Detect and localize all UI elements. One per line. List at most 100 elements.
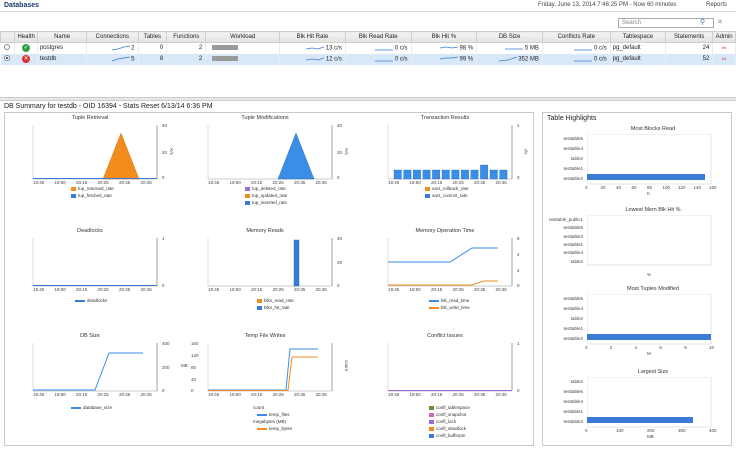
col-connections[interactable]: Connections	[86, 31, 139, 43]
blk-hit-rate-cell: 12 c/s	[279, 53, 346, 65]
chart-title-transaction-results: Transaction Results	[420, 115, 470, 121]
bar-testtable3	[587, 174, 705, 180]
col-functions[interactable]: Functions	[166, 31, 207, 43]
y-tick: 0	[517, 283, 520, 288]
x-tick: 19:50	[409, 180, 421, 185]
top-bar: Databases Friday, June 13, 2014 7:46:25 …	[0, 0, 736, 12]
x-tick: 120	[678, 185, 686, 190]
tablespace-cell: pg_default	[610, 42, 667, 54]
commit-bar	[403, 169, 412, 180]
y-tick: 0	[162, 283, 165, 288]
blk-read-sparkline	[375, 60, 394, 62]
x-tick: 20:25	[97, 287, 109, 292]
x-tick: 6	[659, 345, 662, 350]
y-tick: 400	[162, 341, 170, 346]
x-tick: 20:45	[495, 287, 507, 292]
legend-item: blk_read_time	[429, 298, 469, 303]
legend-item: xact_commit_rate	[425, 193, 468, 198]
chart-db-size	[32, 343, 158, 392]
y-tick: 0	[337, 283, 340, 288]
conflicts-rate-cell: 0 c/s	[542, 53, 611, 65]
col-conflicts-rate[interactable]: Conflicts Rate	[541, 31, 611, 43]
col-tables[interactable]: Tables	[137, 31, 168, 43]
col-admin[interactable]: Admin	[712, 31, 736, 43]
row-radio[interactable]	[0, 42, 16, 54]
col-db-size[interactable]: DB Size	[476, 31, 543, 43]
table-row[interactable]: ✕ testdb 5 8 2 12 c/s 0 c/s 99 % 352 MB …	[0, 53, 736, 65]
x-tick: 200	[647, 428, 655, 433]
most-tuples-plot	[587, 294, 712, 345]
col-name[interactable]: Name	[36, 31, 88, 43]
legend-item: tup_deleted_rate	[245, 186, 286, 191]
search-input[interactable]: Search	[618, 18, 714, 28]
blk-hit-pct-sparkline	[439, 46, 458, 49]
largest-size-plot	[587, 377, 712, 428]
x-axis-label: M	[647, 351, 651, 356]
row-label: testtable4	[563, 250, 583, 256]
time-range-selector[interactable]: Friday, June 13, 2014 7:46:25 PM - Now 6…	[538, 2, 677, 8]
legend-item: database_size	[71, 405, 112, 410]
x-tick: 19:50	[229, 287, 241, 292]
legend-item: deadlocks	[75, 298, 107, 303]
col-statements[interactable]: Statements	[665, 31, 714, 43]
x-tick: 20:25	[452, 392, 464, 397]
chart-title-most-blocks: Most Blocks Read	[630, 126, 676, 132]
col-health[interactable]: Health	[14, 31, 38, 43]
y-tick: 1	[517, 341, 520, 346]
temp-bytes-line	[208, 356, 318, 391]
commit-bar	[393, 169, 402, 180]
row-label: testtable4	[563, 399, 583, 404]
legend-item: blks_read_rate	[257, 298, 294, 303]
search-icon[interactable]: ⚲	[700, 19, 706, 26]
blk-hit-sparkline	[306, 57, 325, 61]
commit-bar	[451, 169, 460, 180]
legend-item: tup_fetched_rate	[71, 193, 112, 198]
blk-hit-pct-sparkline	[439, 56, 458, 60]
reports-button[interactable]: Reports	[706, 2, 728, 8]
x-tick: 20:35	[119, 392, 131, 397]
col-blk-read-rate[interactable]: Blk Read Rate	[344, 31, 412, 43]
y-tick: 160	[191, 341, 199, 346]
legend-item: confl_bufferpin	[429, 433, 465, 438]
row-label: table2	[570, 156, 583, 161]
admin-tools-icon[interactable]: ✂	[712, 42, 736, 54]
col-blk-hit-rate[interactable]: Blk Hit Rate	[279, 31, 346, 43]
x-tick: 2	[609, 345, 613, 350]
col-blk-hit-pct[interactable]: Blk Hit %	[410, 31, 478, 43]
clear-search-icon[interactable]: ✕	[717, 19, 723, 26]
database-size-line	[33, 352, 143, 391]
row-radio[interactable]	[0, 53, 16, 65]
commit-bar	[499, 169, 508, 180]
chart-title-memory-reads: Memory Reads	[246, 228, 284, 234]
x-tick: 40	[616, 185, 622, 190]
y-tick: 0	[517, 388, 520, 393]
blk-read-time-line	[388, 247, 498, 263]
db-name[interactable]: postgres	[37, 42, 88, 54]
x-tick: 20	[600, 185, 606, 190]
legend-item: confl_snapshot	[429, 412, 466, 417]
x-tick: 19:50	[54, 180, 66, 185]
temp-files-line	[208, 348, 318, 391]
y-tick: 200	[162, 365, 170, 370]
chart-title-memory-operation-time: Memory Operation Time	[415, 228, 475, 234]
x-axis-label: K	[647, 191, 651, 196]
bar-testtable3	[587, 417, 693, 423]
y-axis-label: K/s	[168, 148, 174, 155]
chart-transaction-results	[387, 125, 513, 180]
table-row[interactable]: ✓ postgres 2 0 2 13 c/s 0 c/s 98 % 5 MB …	[0, 42, 736, 54]
x-tick: 20:35	[474, 180, 486, 185]
tables-cell: 0	[138, 42, 168, 54]
admin-tools-icon[interactable]: ✂	[712, 53, 736, 65]
row-label: testtable5	[563, 389, 583, 394]
x-tick: 20:45	[140, 180, 152, 185]
panel-splitter[interactable]	[0, 97, 736, 101]
col-workload[interactable]: Workload	[205, 31, 281, 43]
row-label: table2	[570, 316, 583, 321]
x-tick: 19:45	[33, 180, 45, 185]
db-name[interactable]: testdb	[37, 53, 88, 65]
most-blocks-plot	[587, 134, 712, 185]
y-axis-label: c/s	[523, 148, 529, 155]
chart-title-conflict-issues: Conflict Issues	[427, 333, 463, 339]
row-label: table2	[570, 258, 583, 264]
col-tablespace[interactable]: Tablespace	[609, 31, 667, 43]
